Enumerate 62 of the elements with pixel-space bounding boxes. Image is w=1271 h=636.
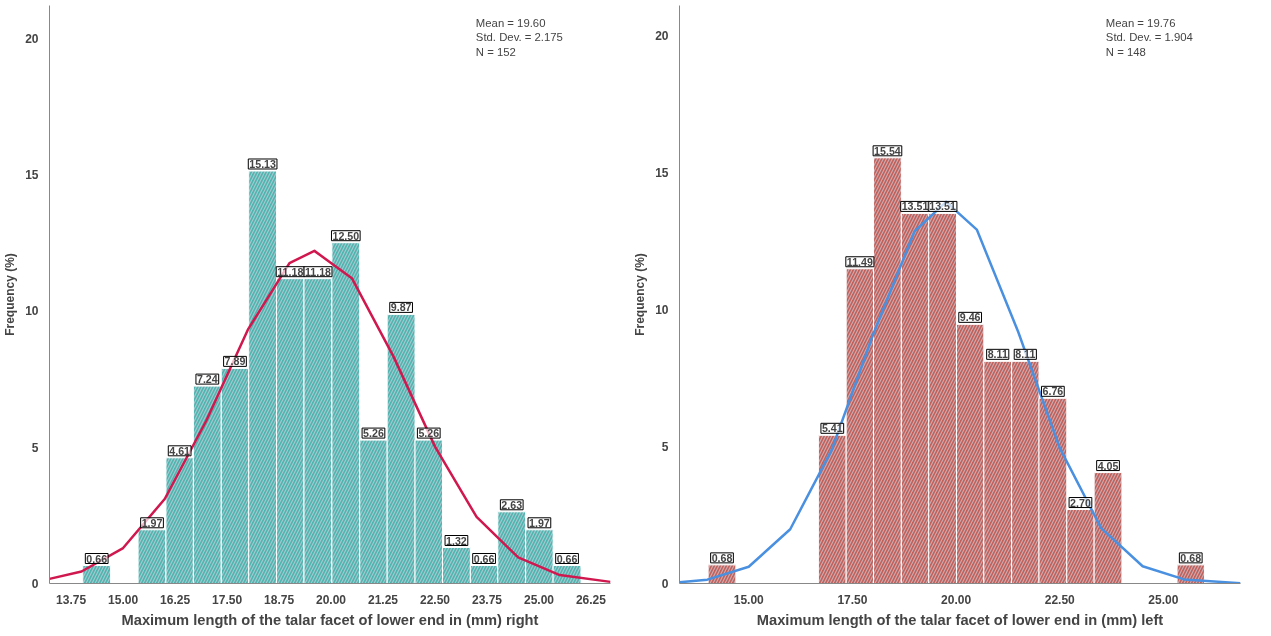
y-tick-label: 20 [655, 29, 669, 44]
x-axis-title: Maximum length of the talar facet of lower end in (mm) right [121, 611, 539, 628]
x-tick-label: 22.50 [419, 592, 451, 607]
data-label: 1.97 [141, 516, 163, 529]
data-label: 15.13 [249, 157, 277, 170]
data-label: 4.05 [1097, 459, 1119, 472]
data-label: 7.24 [196, 373, 218, 386]
data-label: 13.51 [929, 200, 956, 213]
y-tick-label: 20 [25, 31, 39, 46]
x-tick-label: 26.25 [575, 592, 607, 607]
x-axis-title: Maximum length of the talar facet of lower end in (mm) left [756, 611, 1164, 628]
data-label: 2.70 [1070, 496, 1091, 509]
y-tick-label: 0 [31, 577, 39, 591]
data-label: 5.41 [821, 422, 843, 435]
x-tick-label: 17.50 [837, 592, 868, 607]
data-label: 1.97 [529, 516, 550, 529]
data-label: 13.51 [901, 200, 929, 213]
data-label: 4.61 [169, 444, 191, 457]
data-label: 6.76 [1042, 385, 1064, 398]
data-label: 5.26 [418, 427, 440, 440]
data-label: 0.66 [556, 552, 578, 565]
x-tick-label: 15.00 [733, 592, 765, 607]
annotation: Mean = 19.76 Std. Dev. = 1.904 N = 148 [1105, 17, 1193, 58]
x-tick-label: 13.75 [56, 592, 87, 607]
y-tick-label: 10 [25, 304, 39, 319]
data-label: 12.50 [332, 229, 360, 242]
data-label: 11.18 [277, 265, 304, 278]
y-axis-title: Frequency (%) [3, 253, 18, 336]
x-tick-label: 18.75 [264, 592, 295, 607]
x-tick-label: 22.50 [1044, 592, 1076, 607]
x-tick-label: 16.25 [160, 592, 191, 607]
y-tick-label: 5 [661, 440, 669, 455]
x-tick-label: 23.75 [471, 592, 503, 607]
data-label: 11.49 [846, 255, 873, 268]
data-label: 8.11 [987, 348, 1008, 361]
y-tick-label: 5 [31, 440, 39, 455]
y-tick-label: 15 [25, 168, 39, 183]
x-tick-label: 15.00 [108, 592, 139, 607]
y-tick-label: 10 [655, 303, 669, 318]
data-label: 0.66 [473, 552, 495, 565]
data-label: 11.18 [304, 265, 332, 278]
data-label: 0.66 [86, 552, 108, 565]
x-tick-label: 17.50 [212, 592, 243, 607]
y-axis-title: Frequency (%) [633, 253, 648, 336]
x-tick-label: 20.00 [941, 592, 972, 607]
y-tick-label: 0 [661, 577, 669, 591]
data-label: 2.63 [501, 498, 523, 511]
x-tick-label: 25.00 [1148, 592, 1179, 607]
data-label: 9.87 [390, 301, 412, 314]
x-tick-label: 21.25 [368, 592, 399, 607]
data-label: 15.54 [874, 144, 901, 157]
y-tick-label: 15 [655, 166, 669, 181]
data-label: 0.68 [1180, 551, 1202, 564]
annotation: Mean = 19.60 Std. Dev. = 2.175 N = 152 [475, 17, 563, 58]
data-label: 7.89 [224, 355, 246, 368]
x-tick-label: 20.00 [316, 592, 347, 607]
data-label: 9.46 [959, 311, 981, 324]
data-label: 5.26 [363, 427, 384, 440]
data-label: 0.68 [711, 551, 733, 564]
data-label: 1.32 [446, 534, 467, 547]
x-tick-label: 25.00 [523, 592, 555, 607]
data-label: 8.11 [1015, 348, 1036, 361]
